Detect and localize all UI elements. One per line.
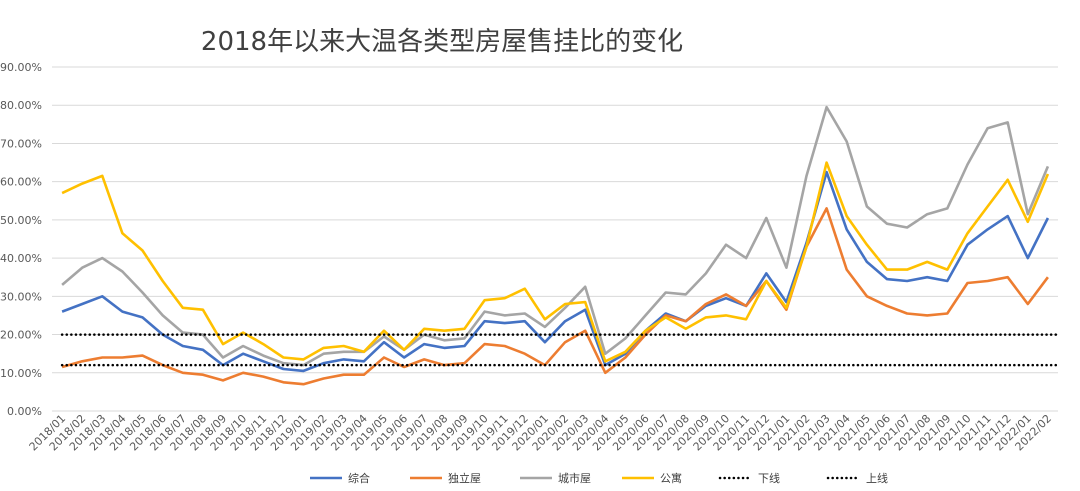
legend-label: 下线 (758, 471, 780, 485)
y-tick-label: 20.00% (0, 329, 42, 342)
series-line-3 (61, 161, 1050, 363)
legend-label: 独立屋 (448, 471, 481, 485)
legend-label: 综合 (348, 471, 370, 485)
y-tick-label: 90.00% (0, 61, 42, 74)
chart-title: 2018年以来大温各类型房屋售挂比的变化 (201, 27, 683, 57)
series-lines (60, 105, 1058, 386)
legend-label: 上线 (866, 471, 888, 485)
x-axis: 2018/012018/022018/032018/042018/052018/… (27, 412, 1054, 454)
series-line-1 (61, 207, 1049, 386)
y-tick-label: 50.00% (0, 214, 42, 227)
series-line-2 (61, 105, 1050, 367)
legend-label: 城市屋 (558, 471, 591, 485)
legend-label: 公寓 (660, 471, 682, 485)
y-tick-label: 70.00% (0, 137, 42, 150)
y-tick-label: 0.00% (7, 405, 42, 418)
y-tick-label: 30.00% (0, 290, 42, 303)
series-line-0 (61, 170, 1050, 373)
y-tick-label: 60.00% (0, 176, 42, 189)
y-tick-label: 80.00% (0, 99, 42, 112)
grid-lines (52, 66, 1058, 412)
y-tick-label: 10.00% (0, 367, 42, 380)
legend: 综合 独立屋 城市屋 公寓 下线 上线 (310, 471, 888, 485)
y-axis: 0.00% 10.00% 20.00% 30.00% 40.00% 50.00% 60.00… (0, 61, 42, 418)
y-tick-label: 40.00% (0, 252, 42, 265)
